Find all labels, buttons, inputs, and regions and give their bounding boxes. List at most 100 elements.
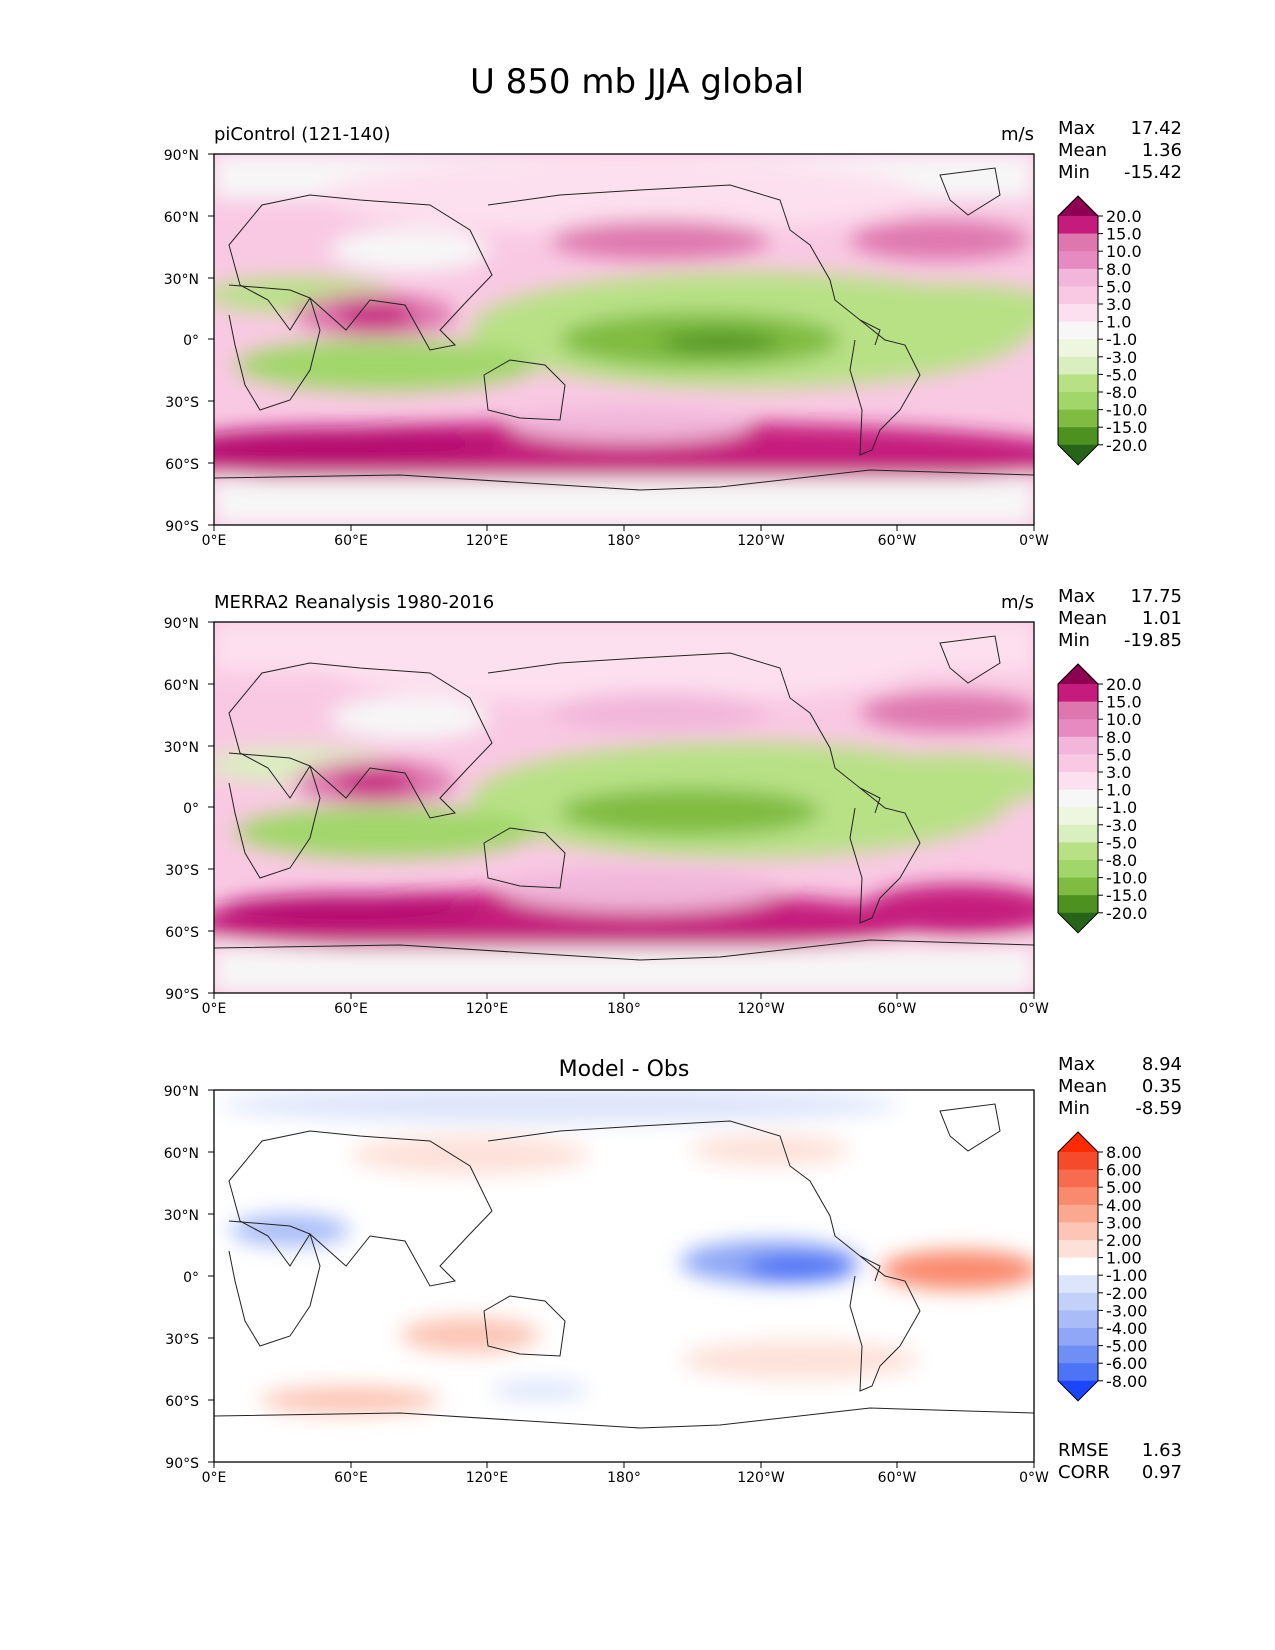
colorbar-tick-label: -3.0 xyxy=(1106,348,1137,367)
colorbar-bin xyxy=(1058,736,1098,755)
x-axis: 0°E 60°E 120°E 180° 120°W 60°W 0°W xyxy=(202,1462,1049,1486)
x-tick-label: 60°W xyxy=(878,533,917,549)
colorbar: 8.006.005.004.003.002.001.00-1.00-2.00-3… xyxy=(1057,1131,1147,1402)
x-tick-label: 0°E xyxy=(202,533,227,549)
colorbar-tick-label: -15.0 xyxy=(1106,418,1147,437)
colorbar-bin xyxy=(1058,233,1098,252)
y-tick-label: 60°N xyxy=(164,678,199,694)
x-tick-label: 120°W xyxy=(737,533,785,549)
colorbar-tick-label: 5.0 xyxy=(1106,277,1131,296)
stat-label-max: Max xyxy=(1058,118,1096,139)
coastlines xyxy=(214,167,1034,491)
colorbar-bin xyxy=(1058,1187,1098,1206)
colorbar-bin xyxy=(1058,842,1098,861)
y-tick-label: 30°S xyxy=(165,395,199,411)
y-tick-label: 90°S xyxy=(165,1456,199,1472)
x-tick-label: 180° xyxy=(607,1470,641,1486)
x-tick-label: 0°W xyxy=(1019,1470,1049,1486)
y-tick-label: 60°S xyxy=(165,1394,199,1410)
colorbar-bin xyxy=(1058,807,1098,826)
stat-label-rmse: RMSE xyxy=(1058,1440,1109,1461)
colorbar-bin xyxy=(1058,664,1098,684)
figure-title: U 850 mb JJA global xyxy=(470,62,804,102)
x-tick-label: 0°W xyxy=(1019,1001,1049,1017)
colorbar-bin xyxy=(1058,912,1098,933)
y-tick-label: 90°N xyxy=(164,148,199,164)
coastlines xyxy=(214,635,1034,961)
colorbar-bin xyxy=(1058,1310,1098,1329)
stat-max: 8.94 xyxy=(1142,1054,1182,1075)
colorbar-tick-label: 3.0 xyxy=(1106,763,1131,782)
colorbar-tick-label: 1.00 xyxy=(1106,1249,1142,1268)
colorbar-bin xyxy=(1058,1363,1098,1382)
x-tick-label: 120°E xyxy=(466,1001,509,1017)
y-axis: 90°N 60°N 30°N 0° 30°S 60°S 90°S xyxy=(164,148,214,535)
colorbar-bin xyxy=(1058,1257,1098,1276)
y-tick-label: 60°S xyxy=(165,457,199,473)
colorbar: 20.015.010.08.05.03.01.0-1.0-3.0-5.0-8.0… xyxy=(1057,663,1147,934)
stat-label-corr: CORR xyxy=(1058,1462,1110,1483)
colorbar-bin xyxy=(1058,701,1098,720)
colorbar-tick-label: 6.00 xyxy=(1106,1161,1142,1180)
colorbar-bin xyxy=(1058,684,1098,703)
colorbar-tick-label: 5.00 xyxy=(1106,1178,1142,1197)
y-tick-label: 0° xyxy=(183,801,199,817)
colorbar-bin xyxy=(1058,1345,1098,1364)
colorbar-bin xyxy=(1058,719,1098,738)
colorbar-bin xyxy=(1058,1222,1098,1241)
colorbar-tick-label: 8.00 xyxy=(1106,1143,1142,1162)
colorbar-bin xyxy=(1058,1275,1098,1294)
panel-reference: MERRA2 Reanalysis 1980-2016 m/s Max 17.7… xyxy=(164,586,1182,1017)
y-tick-label: 60°N xyxy=(164,1146,199,1162)
colorbar-tick-label: -5.0 xyxy=(1106,833,1137,852)
colorbar-tick-label: 10.0 xyxy=(1106,242,1142,261)
x-axis: 0°E 60°E 120°E 180° 120°W 60°W 0°W xyxy=(202,993,1049,1017)
colorbar-tick-label: -5.0 xyxy=(1106,365,1137,384)
colorbar-bin xyxy=(1058,1132,1098,1152)
panel-title: Model - Obs xyxy=(559,1057,690,1082)
colorbar-bin xyxy=(1058,286,1098,305)
x-tick-label: 0°E xyxy=(202,1001,227,1017)
colorbar-tick-label: -1.0 xyxy=(1106,330,1137,349)
x-tick-label: 60°E xyxy=(334,1001,368,1017)
stat-mean: 1.36 xyxy=(1142,140,1182,161)
colorbar-tick-label: -20.0 xyxy=(1106,436,1147,455)
colorbar-bin xyxy=(1058,1328,1098,1347)
y-tick-label: 60°N xyxy=(164,210,199,226)
y-tick-label: 90°S xyxy=(165,987,199,1003)
panel-title: piControl (121-140) xyxy=(214,124,390,145)
y-axis: 90°N 60°N 30°N 0° 30°S 60°S 90°S xyxy=(164,1084,214,1472)
y-tick-label: 60°S xyxy=(165,925,199,941)
colorbar-tick-label: 8.0 xyxy=(1106,728,1131,747)
stat-label-max: Max xyxy=(1058,1054,1096,1075)
stat-min: -15.42 xyxy=(1124,162,1182,183)
x-tick-label: 60°E xyxy=(334,533,368,549)
colorbar-tick-label: -8.0 xyxy=(1106,383,1137,402)
colorbar-bin xyxy=(1058,789,1098,808)
colorbar-tick-label: 2.00 xyxy=(1106,1231,1142,1250)
colorbar-tick-label: -2.00 xyxy=(1106,1284,1147,1303)
colorbar-bin xyxy=(1058,374,1098,393)
stat-label-mean: Mean xyxy=(1058,1076,1107,1097)
colorbar-tick-label: 3.0 xyxy=(1106,295,1131,314)
colorbar: 20.015.010.08.05.03.01.0-1.0-3.0-5.0-8.0… xyxy=(1057,195,1147,466)
colorbar-bin xyxy=(1058,1169,1098,1188)
y-axis: 90°N 60°N 30°N 0° 30°S 60°S 90°S xyxy=(164,616,214,1003)
y-tick-label: 30°N xyxy=(164,1208,199,1224)
x-tick-label: 120°W xyxy=(737,1001,785,1017)
panel-test: piControl (121-140) m/s Max 17.42 Mean 1… xyxy=(164,118,1182,549)
stat-label-mean: Mean xyxy=(1058,608,1107,629)
colorbar-tick-label: 20.0 xyxy=(1106,675,1142,694)
colorbar-bin xyxy=(1058,216,1098,235)
stat-label-mean: Mean xyxy=(1058,140,1107,161)
stat-max: 17.75 xyxy=(1130,586,1182,607)
coastlines xyxy=(214,1103,1034,1429)
colorbar-tick-label: 1.0 xyxy=(1106,781,1131,800)
colorbar-tick-label: 8.0 xyxy=(1106,260,1131,279)
x-tick-label: 120°E xyxy=(466,1470,509,1486)
colorbar-tick-label: 10.0 xyxy=(1106,710,1142,729)
stat-label-min: Min xyxy=(1058,162,1090,183)
x-tick-label: 60°W xyxy=(878,1470,917,1486)
colorbar-bin xyxy=(1058,268,1098,287)
